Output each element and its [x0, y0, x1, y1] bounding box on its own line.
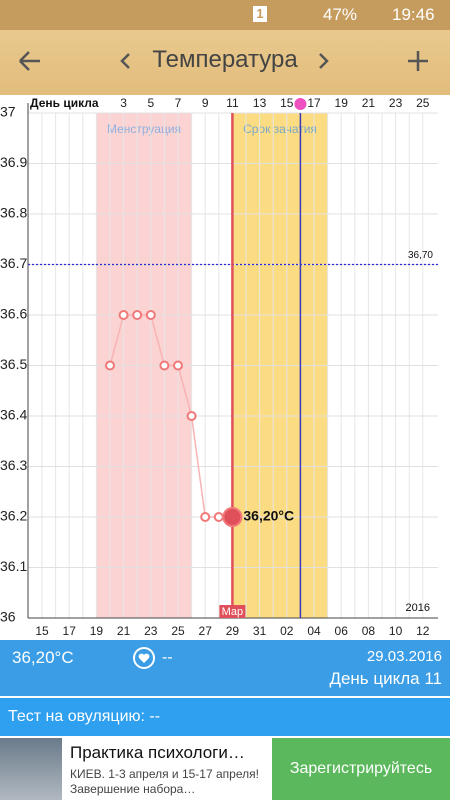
y-tick-label: 36.5: [0, 356, 27, 372]
ovulation-test-bar[interactable]: Тест на овуляцию: --: [0, 698, 450, 736]
temperature-point: [105, 360, 115, 371]
summary-bar: 36,20°C -- 29.03.2016 День цикла 11: [0, 640, 450, 696]
next-button[interactable]: [319, 53, 329, 69]
x-tick-label: 31: [253, 624, 267, 638]
x-tick-label: 15: [35, 624, 49, 638]
today-label: Мар: [222, 606, 244, 618]
add-button[interactable]: [408, 51, 428, 71]
cycle-day-label: 25: [416, 96, 430, 110]
point-label: 36,20°C: [243, 508, 294, 524]
cycle-day-label: 23: [389, 96, 403, 110]
heart-value: --: [162, 649, 173, 666]
y-tick-label: 36: [0, 609, 16, 625]
temperature-point: [159, 360, 170, 371]
cycle-axis-title: День цикла: [30, 96, 99, 110]
temperature-point: [200, 512, 211, 522]
cycle-day-label: 19: [335, 96, 349, 110]
cycle-day-label: 7: [175, 96, 182, 110]
ad-banner[interactable]: Практика психологи… КИЕВ. 1-3 апреля и 1…: [0, 738, 450, 800]
sim-icon: 1: [253, 6, 267, 22]
x-tick-label: 25: [171, 624, 185, 638]
x-tick-label: 04: [307, 624, 321, 638]
ovulation-dot: [294, 98, 307, 110]
x-tick-label: 23: [144, 624, 158, 638]
cycle-day-label: 11: [226, 96, 239, 110]
cycle-day-label: 17: [307, 96, 321, 110]
cycle-day-label: 21: [362, 96, 376, 110]
header-icons: [19, 51, 428, 71]
cycle-day: День цикла 11: [329, 669, 442, 688]
heart-icon[interactable]: [132, 646, 156, 670]
x-tick-label: 06: [335, 624, 349, 638]
temperature-point: [173, 360, 183, 371]
y-tick-label: 36.3: [0, 457, 27, 473]
band-label: Срок зачатия: [243, 122, 317, 136]
today-label-box: [219, 605, 246, 618]
back-button[interactable]: [19, 51, 40, 71]
status-bar: 1 47% 19:46: [0, 0, 450, 30]
y-tick-label: 36.9: [0, 154, 27, 170]
year-label: 2016: [406, 602, 430, 614]
temperature-point: [213, 512, 224, 522]
cycle-day-label: 3: [120, 96, 127, 110]
ad-button[interactable]: Зарегистрируйтесь: [272, 738, 450, 800]
band-label: Менструация: [107, 122, 181, 136]
temperature-point: [145, 310, 156, 320]
ovulation-test: Тест на овуляцию: --: [8, 708, 161, 725]
x-tick-label: 29: [226, 624, 240, 638]
current-temperature: 36,20°C: [12, 648, 74, 667]
y-tick-label: 36.4: [0, 407, 27, 423]
prev-button[interactable]: [120, 53, 130, 69]
y-tick-label: 36.6: [0, 306, 27, 322]
temperature-line: [109, 314, 233, 518]
header-title: Температура: [152, 46, 298, 73]
cycle-day-label: 5: [147, 96, 154, 110]
y-tick-label: 36.1: [0, 558, 27, 574]
x-tick-label: 21: [117, 624, 131, 638]
x-tick-label: 19: [90, 624, 104, 638]
date: 29.03.2016: [366, 648, 442, 665]
reference-label: 36,70: [408, 250, 433, 261]
y-tick-label: 37: [0, 104, 16, 120]
x-tick-label: 08: [362, 624, 376, 638]
cycle-day-label: 15: [280, 96, 294, 110]
ad-image: [0, 738, 62, 800]
y-tick-label: 36.2: [0, 508, 27, 524]
clock: 19:46: [392, 5, 435, 24]
y-tick-label: 36.7: [0, 255, 27, 271]
temperature-point: [222, 507, 243, 527]
chart: Менструация Срок зачатия 36 36.1 36.2 36.3 36.…: [0, 96, 438, 638]
x-tick-label: 10: [389, 624, 403, 638]
x-tick-label: 12: [416, 624, 430, 638]
temperature-point: [132, 310, 143, 320]
ad-title: Практика психологи…: [70, 743, 245, 762]
temperature-point: [118, 310, 129, 320]
cycle-day-label: 13: [253, 96, 267, 110]
y-tick-label: 36.8: [0, 205, 27, 221]
x-tick-label: 27: [199, 624, 213, 638]
cycle-day-label: 9: [202, 96, 209, 110]
x-tick-label: 17: [63, 624, 77, 638]
temperature-point: [186, 411, 197, 421]
header: Температура: [0, 30, 450, 95]
ad-text: КИЕВ. 1-3 апреля и 15-17 апреля! Заверше…: [70, 767, 259, 796]
battery: 47%: [323, 5, 358, 24]
x-tick-label: 02: [280, 624, 294, 638]
